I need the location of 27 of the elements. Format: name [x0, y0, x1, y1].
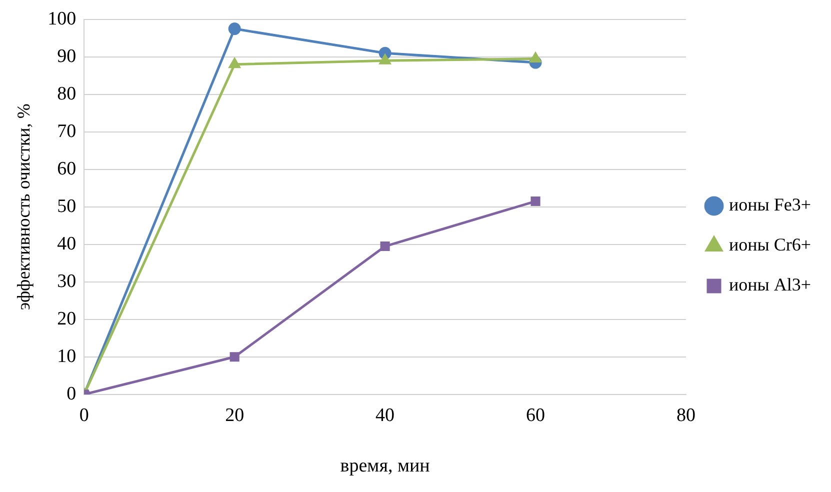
y-tick-label: 30: [57, 270, 76, 292]
x-tick-label: 80: [676, 404, 696, 426]
point: [530, 52, 542, 63]
y-tick-label: 10: [57, 346, 76, 367]
y-tick-label: 60: [57, 158, 76, 180]
y-tick-label: 40: [57, 233, 76, 254]
point: [230, 352, 240, 362]
y-tick-label: 20: [57, 308, 76, 330]
legend-label: ионы Cr6+: [728, 234, 812, 255]
y-tick-label: 50: [57, 196, 76, 217]
point: [228, 58, 240, 68]
x-tick-label: 20: [225, 404, 244, 426]
y-tick-label: 70: [57, 120, 76, 142]
point: [228, 22, 241, 36]
point: [379, 54, 391, 64]
point: [380, 241, 390, 252]
y-tick-label: 100: [48, 8, 76, 30]
y-axis-title: эффективность очистки, %: [14, 104, 34, 310]
legend-label: ионы Fe3+: [728, 194, 812, 215]
y-tick-label: 80: [57, 83, 76, 104]
x-tick-label: 40: [376, 404, 395, 426]
x-tick-label: 60: [526, 404, 546, 426]
legend-label: ионы Al3+: [728, 274, 812, 295]
y-tick-label: 90: [57, 46, 76, 67]
y-tick-label: 0: [66, 383, 76, 404]
x-axis-title: время, мин: [340, 456, 430, 477]
point: [530, 196, 540, 206]
